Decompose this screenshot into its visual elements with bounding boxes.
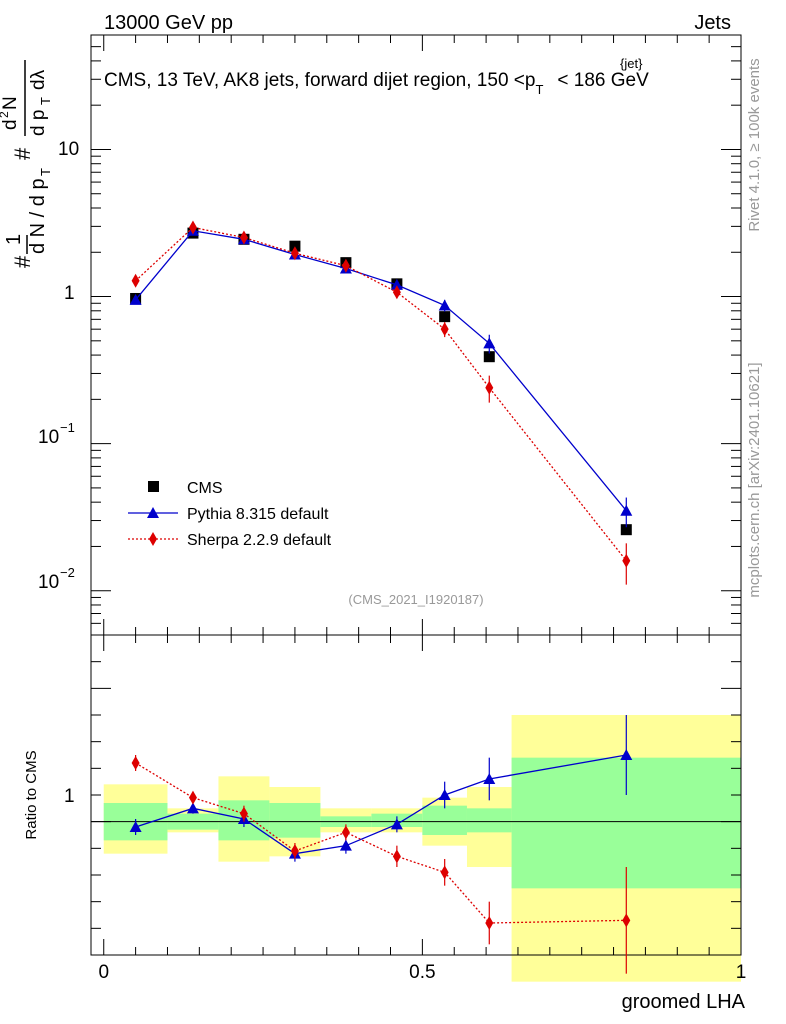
- main-point: [483, 337, 496, 349]
- svg-text:#: #: [10, 147, 35, 160]
- main-point: [438, 299, 451, 311]
- main-ylabel: # 1 d N / d p T # d 2 N d p T dλ: [0, 60, 53, 268]
- legend-pythia-marker: [147, 507, 159, 518]
- ratio-point: [390, 818, 403, 830]
- svg-text:d: d: [0, 119, 21, 130]
- ratio-point: [483, 773, 496, 784]
- ratio-point: [188, 790, 197, 805]
- main-point: [290, 246, 299, 261]
- main-point: [131, 273, 140, 288]
- ratio-point: [392, 849, 401, 864]
- ratio-band-green: [422, 805, 467, 835]
- ratio-ylabel: Ratio to CMS: [23, 750, 40, 839]
- ratio-point: [239, 806, 248, 821]
- ratio-point: [485, 916, 494, 930]
- xlabel: groomed LHA: [622, 991, 746, 1013]
- ratio-panel: 1 Ratio to CMS 0 0.5 1 groomed LHA: [23, 634, 747, 1013]
- header-energy: 13000 GeV pp: [104, 12, 233, 34]
- plot-title-sub: T: [535, 82, 543, 97]
- svg-text:2: 2: [0, 111, 11, 118]
- main-point: [129, 293, 142, 305]
- main-point: [188, 220, 197, 235]
- xtick-label: 0: [98, 962, 109, 983]
- ratio-band-green: [466, 808, 512, 833]
- main-point: [483, 351, 495, 363]
- ratio-point: [186, 802, 199, 814]
- ytick-label-0p1-exp: −1: [60, 420, 75, 435]
- main-point: [289, 240, 301, 252]
- main-point: [392, 285, 401, 300]
- ytick-label-10: 10: [58, 139, 79, 160]
- plot-title: CMS, 13 TeV, AK8 jets, forward dijet reg…: [104, 70, 649, 97]
- plot-title-main: CMS, 13 TeV, AK8 jets, forward dijet reg…: [104, 70, 535, 91]
- legend-sherpa-marker: [149, 532, 157, 546]
- side-mcplots-label: mcplots.cern.ch [arXiv:2401.10621]: [746, 362, 763, 597]
- ratio-point: [440, 865, 449, 880]
- header-category: Jets: [694, 12, 731, 34]
- svg-text:T: T: [38, 168, 53, 176]
- ratio-point: [129, 821, 142, 832]
- plot-title-end: < 186 GeV: [557, 70, 649, 91]
- ytick-label-0p1: 10: [38, 427, 59, 448]
- legend-sherpa-label: Sherpa 2.2.9 default: [187, 532, 332, 549]
- ratio-point: [131, 756, 140, 770]
- main-point: [440, 322, 449, 337]
- svg-text:#: #: [10, 255, 35, 268]
- xtick-label: 0.5: [409, 962, 435, 983]
- main-point: [239, 230, 248, 245]
- svg-text:N: N: [0, 96, 21, 110]
- ratio-point: [339, 839, 352, 851]
- svg-text:T: T: [38, 97, 53, 105]
- xtick-label: 1: [736, 962, 747, 983]
- main-panel: CMS, 13 TeV, AK8 jets, forward dijet reg…: [0, 34, 742, 636]
- svg-text:d N / d p: d N / d p: [27, 178, 49, 254]
- ratio-point: [290, 844, 299, 858]
- main-point: [620, 504, 633, 516]
- ytick-label-0p01-exp: −2: [60, 565, 75, 580]
- ratio-point: [620, 749, 633, 760]
- side-rivet-label: Rivet 4.1.0, ≥ 100k events: [746, 58, 763, 231]
- legend-pythia-label: Pythia 8.315 default: [187, 506, 329, 523]
- ytick-label-1: 1: [64, 283, 75, 304]
- ratio-ytick-label: 1: [64, 786, 75, 807]
- main-point: [390, 278, 403, 290]
- svg-text:1: 1: [3, 234, 25, 245]
- main-point: [439, 311, 451, 323]
- analysis-id: (CMS_2021_I1920187): [348, 592, 483, 607]
- svg-text:dλ: dλ: [28, 69, 49, 90]
- ratio-point: [438, 789, 451, 800]
- legend: CMS Pythia 8.315 default Sherpa 2.2.9 de…: [128, 480, 332, 549]
- plot-title-sup: {jet}: [620, 56, 643, 71]
- ratio-point: [622, 913, 631, 928]
- main-point: [485, 380, 494, 395]
- ytick-label-0p01: 10: [38, 572, 59, 593]
- ratio-point: [341, 825, 350, 840]
- legend-cms-marker: [148, 481, 159, 492]
- main-point: [620, 524, 632, 536]
- main-point: [341, 258, 350, 273]
- svg-text:d p: d p: [28, 110, 49, 136]
- main-series-line: [135, 230, 627, 512]
- legend-cms-label: CMS: [187, 480, 223, 497]
- ratio-band-green: [269, 803, 321, 838]
- main-point: [622, 553, 631, 568]
